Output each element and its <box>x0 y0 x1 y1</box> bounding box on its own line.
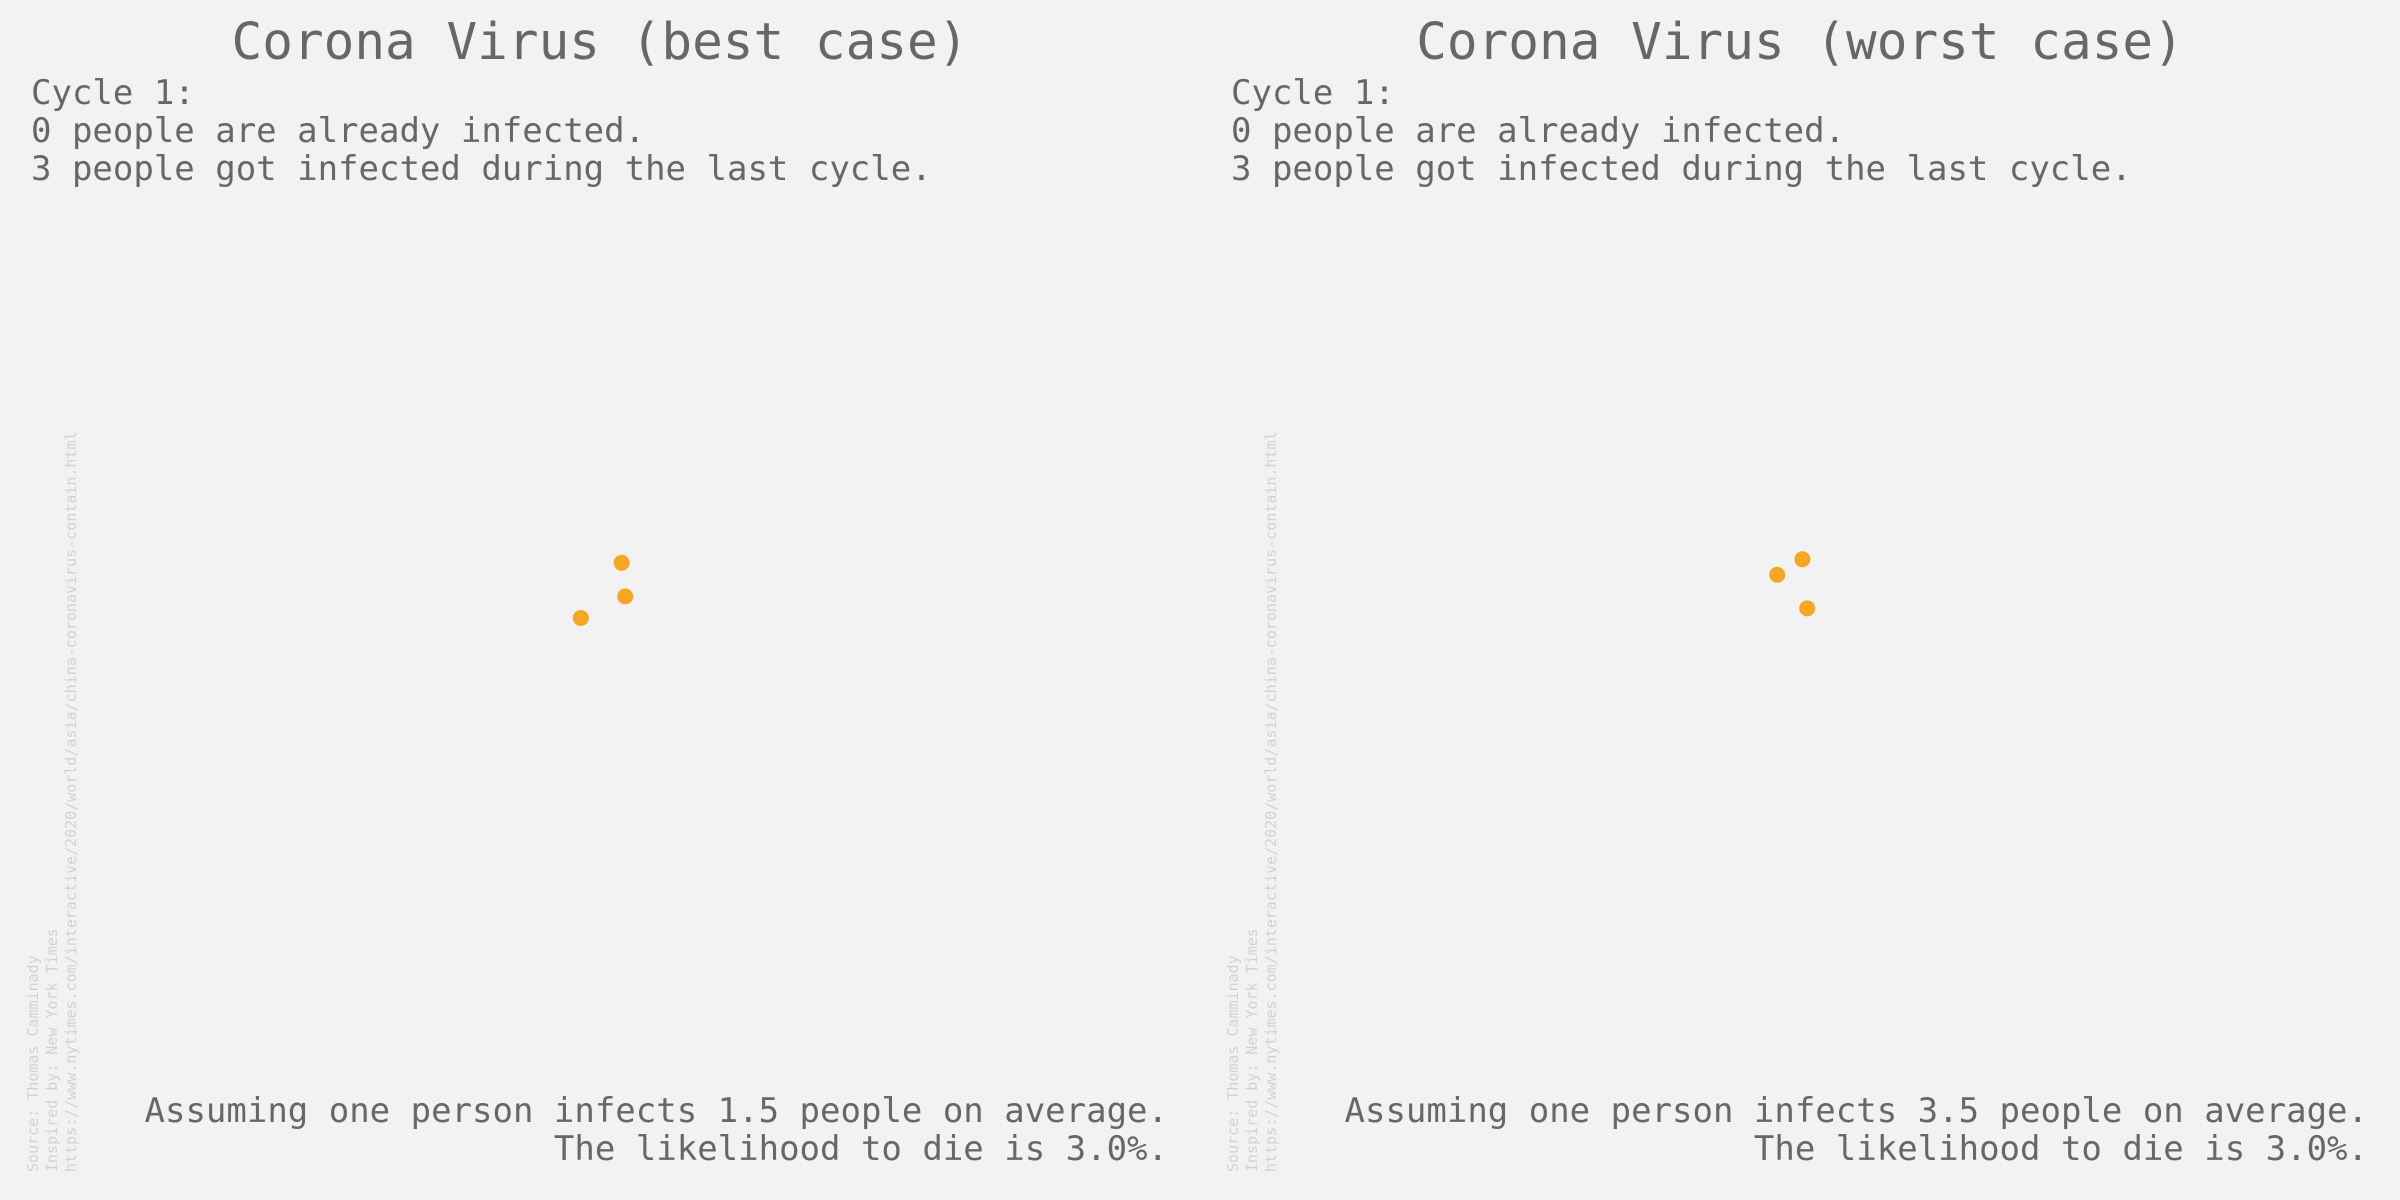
worst-case-stats: Cycle 1: 0 people are already infected. … <box>1231 74 2132 188</box>
worst-case-panel: Corona Virus (worst case) Cycle 1: 0 peo… <box>1200 0 2400 1200</box>
source-credit: Source: Thomas Camminady Inspired by: Ne… <box>1224 431 1281 1172</box>
worst-case-title: Corona Virus (worst case) <box>1416 13 2184 72</box>
source-inspiration: Inspired by: New York Times <box>1243 928 1261 1172</box>
source-url: https://www.nytimes.com/interactive/2020… <box>1262 431 1280 1172</box>
best-case-title: Corona Virus (best case) <box>231 13 969 72</box>
best-case-panel: Corona Virus (best case) Cycle 1: 0 peop… <box>24 13 1169 1172</box>
already-infected-text: 0 people are already infected. <box>31 111 646 151</box>
cycle-label: Cycle 1: <box>1231 73 1395 113</box>
death-likelihood-text: The likelihood to die is 3.0%. <box>1753 1129 2368 1169</box>
new-infected-text: 3 people got infected during the last cy… <box>31 149 932 189</box>
infected-person-point <box>572 610 589 626</box>
worst-case-scatter <box>1769 551 1816 617</box>
infected-person-point <box>1799 600 1816 617</box>
source-url: https://www.nytimes.com/interactive/2020… <box>62 431 80 1172</box>
source-author: Source: Thomas Camminady <box>24 955 42 1172</box>
death-likelihood-text: The likelihood to die is 3.0%. <box>553 1129 1168 1169</box>
best-case-assumptions: Assuming one person infects 1.5 people o… <box>145 1092 1169 1168</box>
infected-person-point <box>617 588 634 605</box>
new-infected-text: 3 people got infected during the last cy… <box>1231 149 2132 189</box>
already-infected-text: 0 people are already infected. <box>1231 111 1846 151</box>
best-case-stats: Cycle 1: 0 people are already infected. … <box>31 74 932 188</box>
infected-person-point <box>1769 566 1786 583</box>
best-case-scatter <box>572 554 634 626</box>
source-author: Source: Thomas Camminady <box>1224 955 1242 1172</box>
cycle-label: Cycle 1: <box>31 73 195 113</box>
source-credit: Source: Thomas Camminady Inspired by: Ne… <box>24 431 81 1172</box>
infected-person-point <box>613 554 630 571</box>
source-inspiration: Inspired by: New York Times <box>43 928 61 1172</box>
infected-person-point <box>1794 551 1811 568</box>
worst-case-assumptions: Assuming one person infects 3.5 people o… <box>1345 1092 2369 1168</box>
infection-rate-text: Assuming one person infects 1.5 people o… <box>144 1091 1169 1131</box>
infection-rate-text: Assuming one person infects 3.5 people o… <box>1344 1091 2369 1131</box>
